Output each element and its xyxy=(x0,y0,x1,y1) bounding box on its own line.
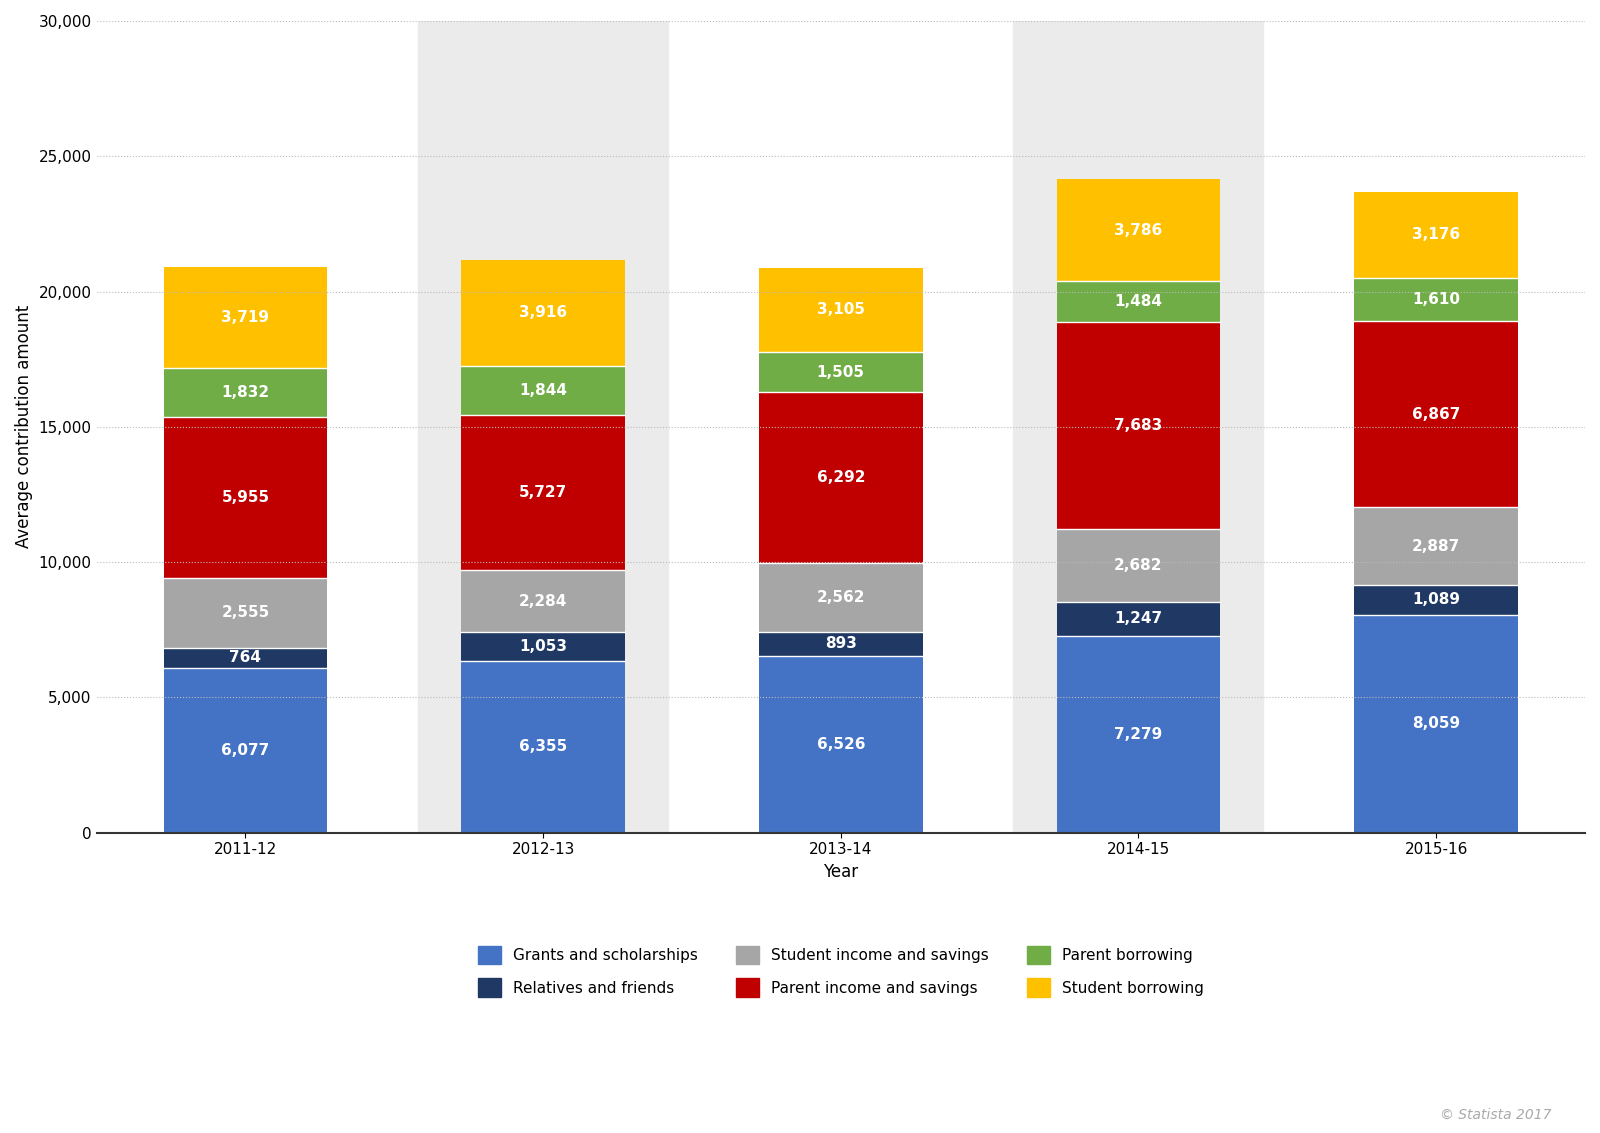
Text: 6,077: 6,077 xyxy=(221,743,269,758)
Bar xyxy=(163,648,328,668)
X-axis label: Year: Year xyxy=(824,863,858,880)
Text: 3,719: 3,719 xyxy=(221,310,269,325)
Text: 3,916: 3,916 xyxy=(518,305,566,321)
Bar xyxy=(1056,179,1221,281)
Bar xyxy=(1056,322,1221,529)
Bar xyxy=(461,632,626,661)
Text: 2,682: 2,682 xyxy=(1114,559,1163,573)
Text: 6,526: 6,526 xyxy=(816,736,866,752)
Text: 764: 764 xyxy=(229,650,261,665)
Y-axis label: Average contribution amount: Average contribution amount xyxy=(14,305,34,548)
Text: 1,505: 1,505 xyxy=(816,365,864,380)
Bar xyxy=(758,563,923,632)
Bar xyxy=(1013,22,1264,833)
Bar xyxy=(461,416,626,570)
Text: 1,089: 1,089 xyxy=(1413,593,1461,607)
Text: 3,786: 3,786 xyxy=(1114,223,1163,238)
Bar xyxy=(1354,508,1518,585)
Text: 6,867: 6,867 xyxy=(1411,407,1461,421)
Bar xyxy=(163,668,328,833)
Text: 5,955: 5,955 xyxy=(221,491,269,505)
Bar xyxy=(163,417,328,579)
Bar xyxy=(1354,614,1518,833)
Bar xyxy=(1354,278,1518,322)
Text: 1,053: 1,053 xyxy=(518,639,566,654)
Text: 1,484: 1,484 xyxy=(1115,293,1163,309)
Bar xyxy=(758,656,923,833)
Text: 6,355: 6,355 xyxy=(518,739,568,755)
Text: 8,059: 8,059 xyxy=(1413,716,1461,731)
Bar xyxy=(163,267,328,368)
Bar xyxy=(418,22,669,833)
Bar xyxy=(163,579,328,648)
Text: 2,887: 2,887 xyxy=(1413,538,1461,554)
Bar xyxy=(461,259,626,366)
Text: 893: 893 xyxy=(826,637,856,651)
Text: 5,727: 5,727 xyxy=(518,485,568,501)
Text: 2,562: 2,562 xyxy=(816,590,866,605)
Text: 1,844: 1,844 xyxy=(518,383,566,398)
Text: 1,832: 1,832 xyxy=(221,385,269,400)
Text: 3,105: 3,105 xyxy=(816,303,864,317)
Bar xyxy=(758,351,923,392)
Text: 7,279: 7,279 xyxy=(1114,726,1163,742)
Bar xyxy=(461,661,626,833)
Bar xyxy=(1354,585,1518,614)
Text: 6,292: 6,292 xyxy=(816,470,866,485)
Text: 1,610: 1,610 xyxy=(1413,292,1461,307)
Bar xyxy=(461,570,626,632)
Text: © Statista 2017: © Statista 2017 xyxy=(1440,1108,1552,1122)
Bar xyxy=(1056,602,1221,636)
Bar xyxy=(1354,191,1518,278)
Legend: Grants and scholarships, Relatives and friends, Student income and savings, Pare: Grants and scholarships, Relatives and f… xyxy=(478,946,1203,997)
Bar xyxy=(461,366,626,416)
Bar xyxy=(1056,529,1221,602)
Text: 3,176: 3,176 xyxy=(1413,228,1461,242)
Bar xyxy=(1056,636,1221,833)
Bar xyxy=(758,267,923,351)
Bar xyxy=(163,368,328,417)
Text: 2,284: 2,284 xyxy=(518,594,568,608)
Text: 7,683: 7,683 xyxy=(1114,418,1163,433)
Bar xyxy=(758,392,923,563)
Bar xyxy=(1354,322,1518,508)
Bar xyxy=(758,632,923,656)
Text: 1,247: 1,247 xyxy=(1115,612,1163,627)
Bar xyxy=(1056,281,1221,322)
Text: 2,555: 2,555 xyxy=(221,605,269,621)
